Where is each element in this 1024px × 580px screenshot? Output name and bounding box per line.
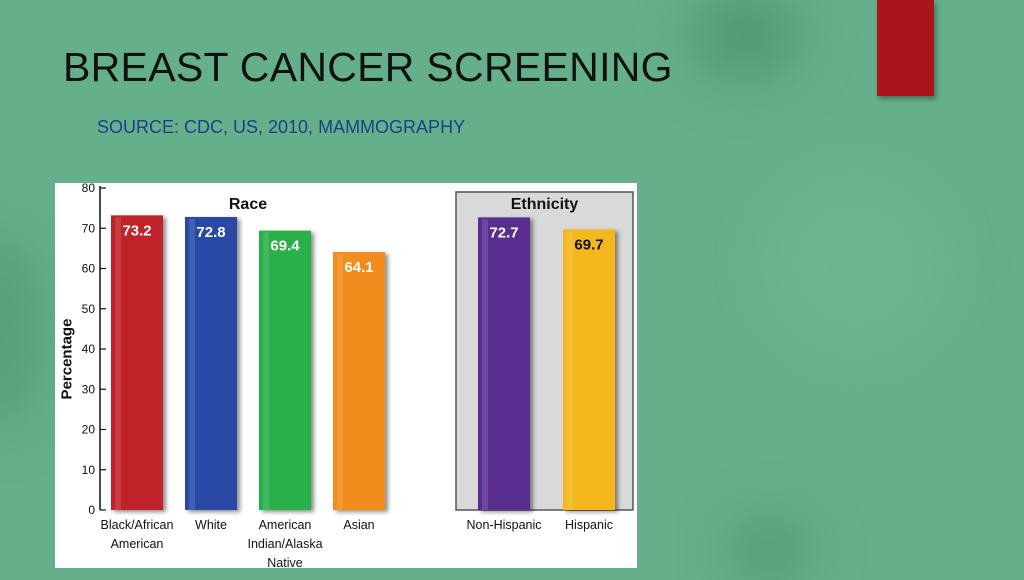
bar-chart: Race Ethnicity 0 10 20 30 40 50 60 70 80 Percentage… [55,183,637,568]
x-category-label-line: American [111,537,164,551]
x-category-label-line: Black/African [101,518,174,532]
y-tick-label: 30 [82,382,96,396]
x-category-label: Hispanic [565,518,613,532]
x-category-label-line: Asian [343,518,374,532]
bar-highlight [482,219,488,510]
y-axis-title: Percentage [59,319,76,400]
background-blur [690,0,800,80]
background-blur [0,230,40,430]
chart-canvas: Race Ethnicity 0 10 20 30 40 50 60 70 80 Percentage… [59,183,634,568]
bar [478,217,530,510]
bar-highlight [567,231,573,510]
accent-rectangle [877,0,934,96]
x-category-label: Black/African American [101,518,174,551]
x-category-label-line: Hispanic [565,518,613,532]
x-category-label: American Indian/Alaska Native [247,518,322,568]
x-category-label: Non-Hispanic [466,518,541,532]
bar-value-label: 69.7 [574,236,603,253]
x-category-label-line: White [195,518,227,532]
slide-title: BREAST CANCER SCREENING [63,44,673,90]
x-category-label-line: American [259,518,312,532]
bar-highlight [337,253,343,510]
y-tick-label: 70 [82,221,96,235]
bar [185,216,237,511]
group-title-ethnicity: Ethnicity [511,196,579,213]
slide-subtitle: SOURCE: CDC, US, 2010, MAMMOGRAPHY [97,117,466,137]
background-blur [730,520,810,580]
bar-highlight [263,232,269,510]
group-title-race: Race [229,196,267,213]
bar [333,251,385,510]
bar-value-label: 64.1 [344,259,373,276]
y-tick-label: 50 [82,302,96,316]
y-tick-label: 60 [82,262,96,276]
x-category-label: Asian [343,518,374,532]
bar [563,229,615,510]
bar [111,215,163,510]
y-tick-label: 20 [82,423,96,437]
x-category-label-line: Indian/Alaska [247,537,322,551]
x-category-label: White [195,518,227,532]
x-category-label-line: Non-Hispanic [466,518,541,532]
y-tick-label: 10 [82,463,96,477]
bar-value-label: 73.2 [122,222,151,239]
bar-value-label: 72.8 [196,224,225,241]
y-tick-label: 0 [88,503,95,517]
y-tick-label: 40 [82,342,96,356]
bar [259,230,311,510]
y-tick-label: 80 [82,183,96,195]
bar-highlight [115,217,121,510]
bar-highlight [189,218,195,511]
bar-value-label: 69.4 [270,238,300,255]
x-category-label-line: Native [267,556,302,568]
background-blur [760,170,950,360]
bar-value-label: 72.7 [489,224,518,241]
